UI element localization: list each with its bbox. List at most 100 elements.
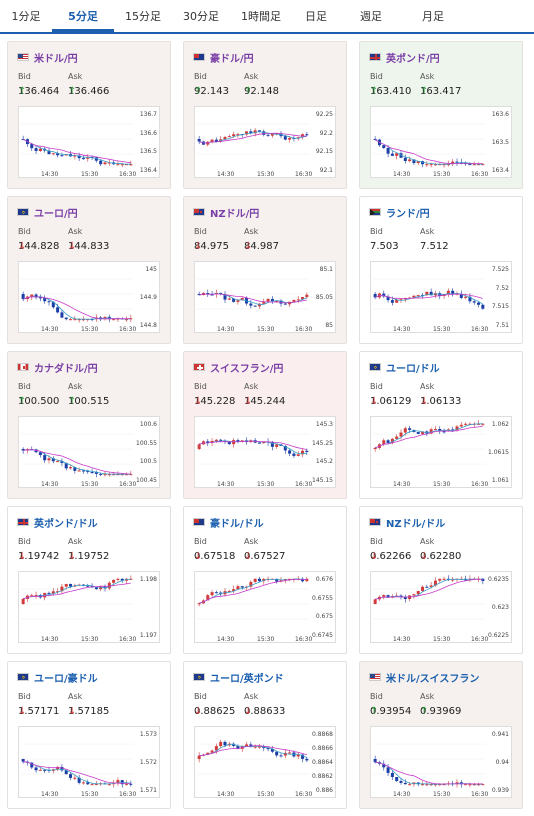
rate-card[interactable]: ユーロ/英ポンド Bid Ask ↓ 0.88625 ↓ 0.88633 14:30 15:30… [183, 661, 347, 809]
currency-pair-name[interactable]: 豪ドル/円 [210, 53, 254, 65]
ask-value: 100.515 [68, 396, 110, 407]
rate-card[interactable]: 豪ドル/円 Bid Ask ↑ 92.143 ↑ 92.148 14:30 15:30 16:30… [183, 41, 347, 189]
rate-card[interactable]: NZドル/円 Bid Ask ↓ 84.975 ↓ 84.987 14:30 15:30 16:3… [183, 196, 347, 344]
candlestick-chart[interactable]: 14:30 15:30 16:30 1.062 1.0615 1.061 [370, 416, 512, 488]
rate-card[interactable]: ユーロ/豪ドル Bid Ask ↓ 1.57171 ↓ 1.57185 14:30 15:30 1… [7, 661, 171, 809]
tab-1[interactable]: 5分足 [52, 0, 114, 32]
currency-pair-name[interactable]: 米ドル/スイスフラン [386, 673, 480, 685]
currency-pair-name[interactable]: ユーロ/豪ドル [34, 673, 98, 685]
currency-pair-name[interactable]: カナダドル/円 [34, 363, 98, 375]
currency-pair-name[interactable]: 英ポンド/ドル [34, 518, 98, 530]
candle-body [395, 153, 399, 156]
candle-body [257, 746, 261, 748]
candle-body [34, 449, 38, 453]
tab-4[interactable]: 1時間足 [241, 10, 281, 23]
candle-body [116, 164, 120, 166]
moving-average-fast [199, 743, 307, 758]
currency-pair-name[interactable]: ユーロ/英ポンド [210, 673, 284, 685]
rate-card[interactable]: 米ドル/円 Bid Ask ↑ 136.464 ↑ 136.466 14:30 15:30 16:… [7, 41, 171, 189]
candle-body [47, 592, 51, 594]
rate-card[interactable]: スイスフラン/円 Bid Ask ↓ 145.228 ↓ 145.244 14:30 15:30… [183, 351, 347, 499]
ask-label: Ask [68, 227, 83, 236]
candlestick-chart[interactable]: 14:30 15:30 16:30 1.573 1.572 1.571 [18, 726, 160, 798]
tab-7[interactable]: 月足 [422, 10, 444, 23]
candlestick-chart[interactable]: 14:30 15:30 16:30 1.198 1.197 [18, 571, 160, 643]
candle-body [283, 136, 287, 140]
rate-card[interactable]: 英ポンド/円 Bid Ask ↑ 163.410 ↑ 163.417 14:30 15:30 16… [359, 41, 523, 189]
y-tick: 0.6745 [312, 632, 333, 639]
moving-average-slow [23, 296, 131, 320]
bid-price: ↓ 1.19742 [18, 551, 59, 562]
candle-body [305, 578, 309, 582]
candle-body [236, 745, 240, 749]
flag-icon [193, 53, 205, 61]
candlestick-chart[interactable]: 14:30 15:30 16:30 0.8868 0.8866 0.8864 0.8862 0… [194, 726, 336, 798]
candle-body [253, 578, 257, 582]
candlestick-chart[interactable]: 14:30 15:30 16:30 136.7 136.6 136.5 136.4 [18, 106, 160, 178]
currency-pair-name[interactable]: NZドル/ドル [386, 518, 446, 530]
candle-body [73, 155, 77, 157]
tab-5[interactable]: 日足 [305, 10, 327, 23]
tab-0[interactable]: 1分足 [11, 10, 41, 23]
candle-body [34, 595, 38, 597]
currency-pair-name[interactable]: 英ポンド/円 [386, 53, 440, 65]
x-tick: 14:30 [393, 636, 411, 643]
candlestick-chart[interactable]: 14:30 15:30 16:30 145 144.9 144.8 [18, 261, 160, 333]
candlestick-chart[interactable]: 14:30 15:30 16:30 85.1 85.05 85 [194, 261, 336, 333]
x-tick: 15:30 [433, 481, 451, 488]
candle-body [249, 303, 253, 306]
x-tick: 15:30 [81, 326, 99, 333]
rate-card[interactable]: ランド/円 Bid Ask 7.503 7.512 14:30 15:30 16:30 7.52… [359, 196, 523, 344]
bid-arrow-icon: ↓ [194, 396, 203, 407]
ask-value: 1.19752 [68, 551, 110, 562]
candle-body [43, 297, 47, 302]
currency-pair-name[interactable]: 豪ドル/ドル [210, 518, 264, 530]
candle-body [21, 759, 25, 762]
rate-card[interactable]: 米ドル/スイスフラン Bid Ask ↑ 0.93954 ↑ 0.93969 14:30 15:… [359, 661, 523, 809]
candlestick-chart[interactable]: 14:30 15:30 16:30 0.941 0.94 0.939 [370, 726, 512, 798]
candlestick-chart[interactable]: 14:30 15:30 16:30 145.3 145.25 145.2 145.15 [194, 416, 336, 488]
candlestick-chart[interactable]: 14:30 15:30 16:30 0.676 0.6755 0.675 0.6745 [194, 571, 336, 643]
rate-card[interactable]: ユーロ/円 Bid Ask ↓ 144.828 ↓ 144.833 14:30 15:30 16:… [7, 196, 171, 344]
candle-body [262, 301, 266, 304]
candle-body [103, 162, 107, 165]
candle-body [386, 440, 390, 443]
rate-card[interactable]: 英ポンド/ドル Bid Ask ↓ 1.19742 ↓ 1.19752 14:30 15:30 1… [7, 506, 171, 654]
bid-arrow-icon: ↑ [18, 396, 27, 407]
candlestick-chart[interactable]: 14:30 15:30 16:30 163.6 163.5 163.4 [370, 106, 512, 178]
currency-pair-name[interactable]: スイスフラン/円 [210, 363, 284, 375]
ask-price: ↑ 163.417 [420, 86, 461, 97]
tab-2[interactable]: 15分足 [125, 10, 161, 23]
currency-pair-name[interactable]: ユーロ/円 [34, 208, 78, 220]
currency-pair-name[interactable]: 米ドル/円 [34, 53, 78, 65]
x-tick: 14:30 [393, 791, 411, 798]
candlestick-chart[interactable]: 14:30 15:30 16:30 7.525 7.52 7.515 7.51 [370, 261, 512, 333]
currency-pair-name[interactable]: ユーロ/ドル [386, 363, 440, 375]
bid-price: ↓ 145.228 [194, 396, 235, 407]
tab-6[interactable]: 週足 [360, 10, 382, 23]
candle-body [236, 586, 240, 590]
bid-price: ↓ 84.975 [194, 241, 229, 252]
candle-body [125, 783, 129, 785]
candle-body [197, 755, 201, 759]
tab-3[interactable]: 30分足 [183, 10, 219, 23]
candle-body [30, 144, 34, 149]
rate-card[interactable]: 豪ドル/ドル Bid Ask ↓ 0.67518 ↓ 0.67527 14:30 15:30 16… [183, 506, 347, 654]
currency-pair-name[interactable]: NZドル/円 [210, 208, 260, 220]
ask-arrow-icon: ↓ [68, 706, 77, 717]
candle-body [257, 578, 261, 582]
ask-label: Ask [244, 227, 259, 236]
candle-body [107, 784, 111, 786]
rate-card[interactable]: カナダドル/円 Bid Ask ↑ 100.500 ↑ 100.515 14:30 15:30 1… [7, 351, 171, 499]
candlestick-chart[interactable]: 14:30 15:30 16:30 0.6235 0.623 0.6225 [370, 571, 512, 643]
ask-label: Ask [68, 72, 83, 81]
candlestick-chart[interactable]: 14:30 15:30 16:30 92.25 92.2 92.15 92.1 [194, 106, 336, 178]
candlestick-chart[interactable]: 14:30 15:30 16:30 100.6 100.55 100.5 100.45 [18, 416, 160, 488]
candle-body [468, 784, 472, 786]
moving-average-slow [199, 579, 307, 604]
candle-body [34, 148, 38, 151]
rate-card[interactable]: NZドル/ドル Bid Ask ↓ 0.62266 ↓ 0.62280 14:30 15:30 1… [359, 506, 523, 654]
currency-pair-name[interactable]: ランド/円 [386, 208, 430, 220]
moving-average-fast [23, 296, 131, 320]
rate-card[interactable]: ユーロ/ドル Bid Ask ↓ 1.06129 ↓ 1.06133 14:30 15:30 16… [359, 351, 523, 499]
